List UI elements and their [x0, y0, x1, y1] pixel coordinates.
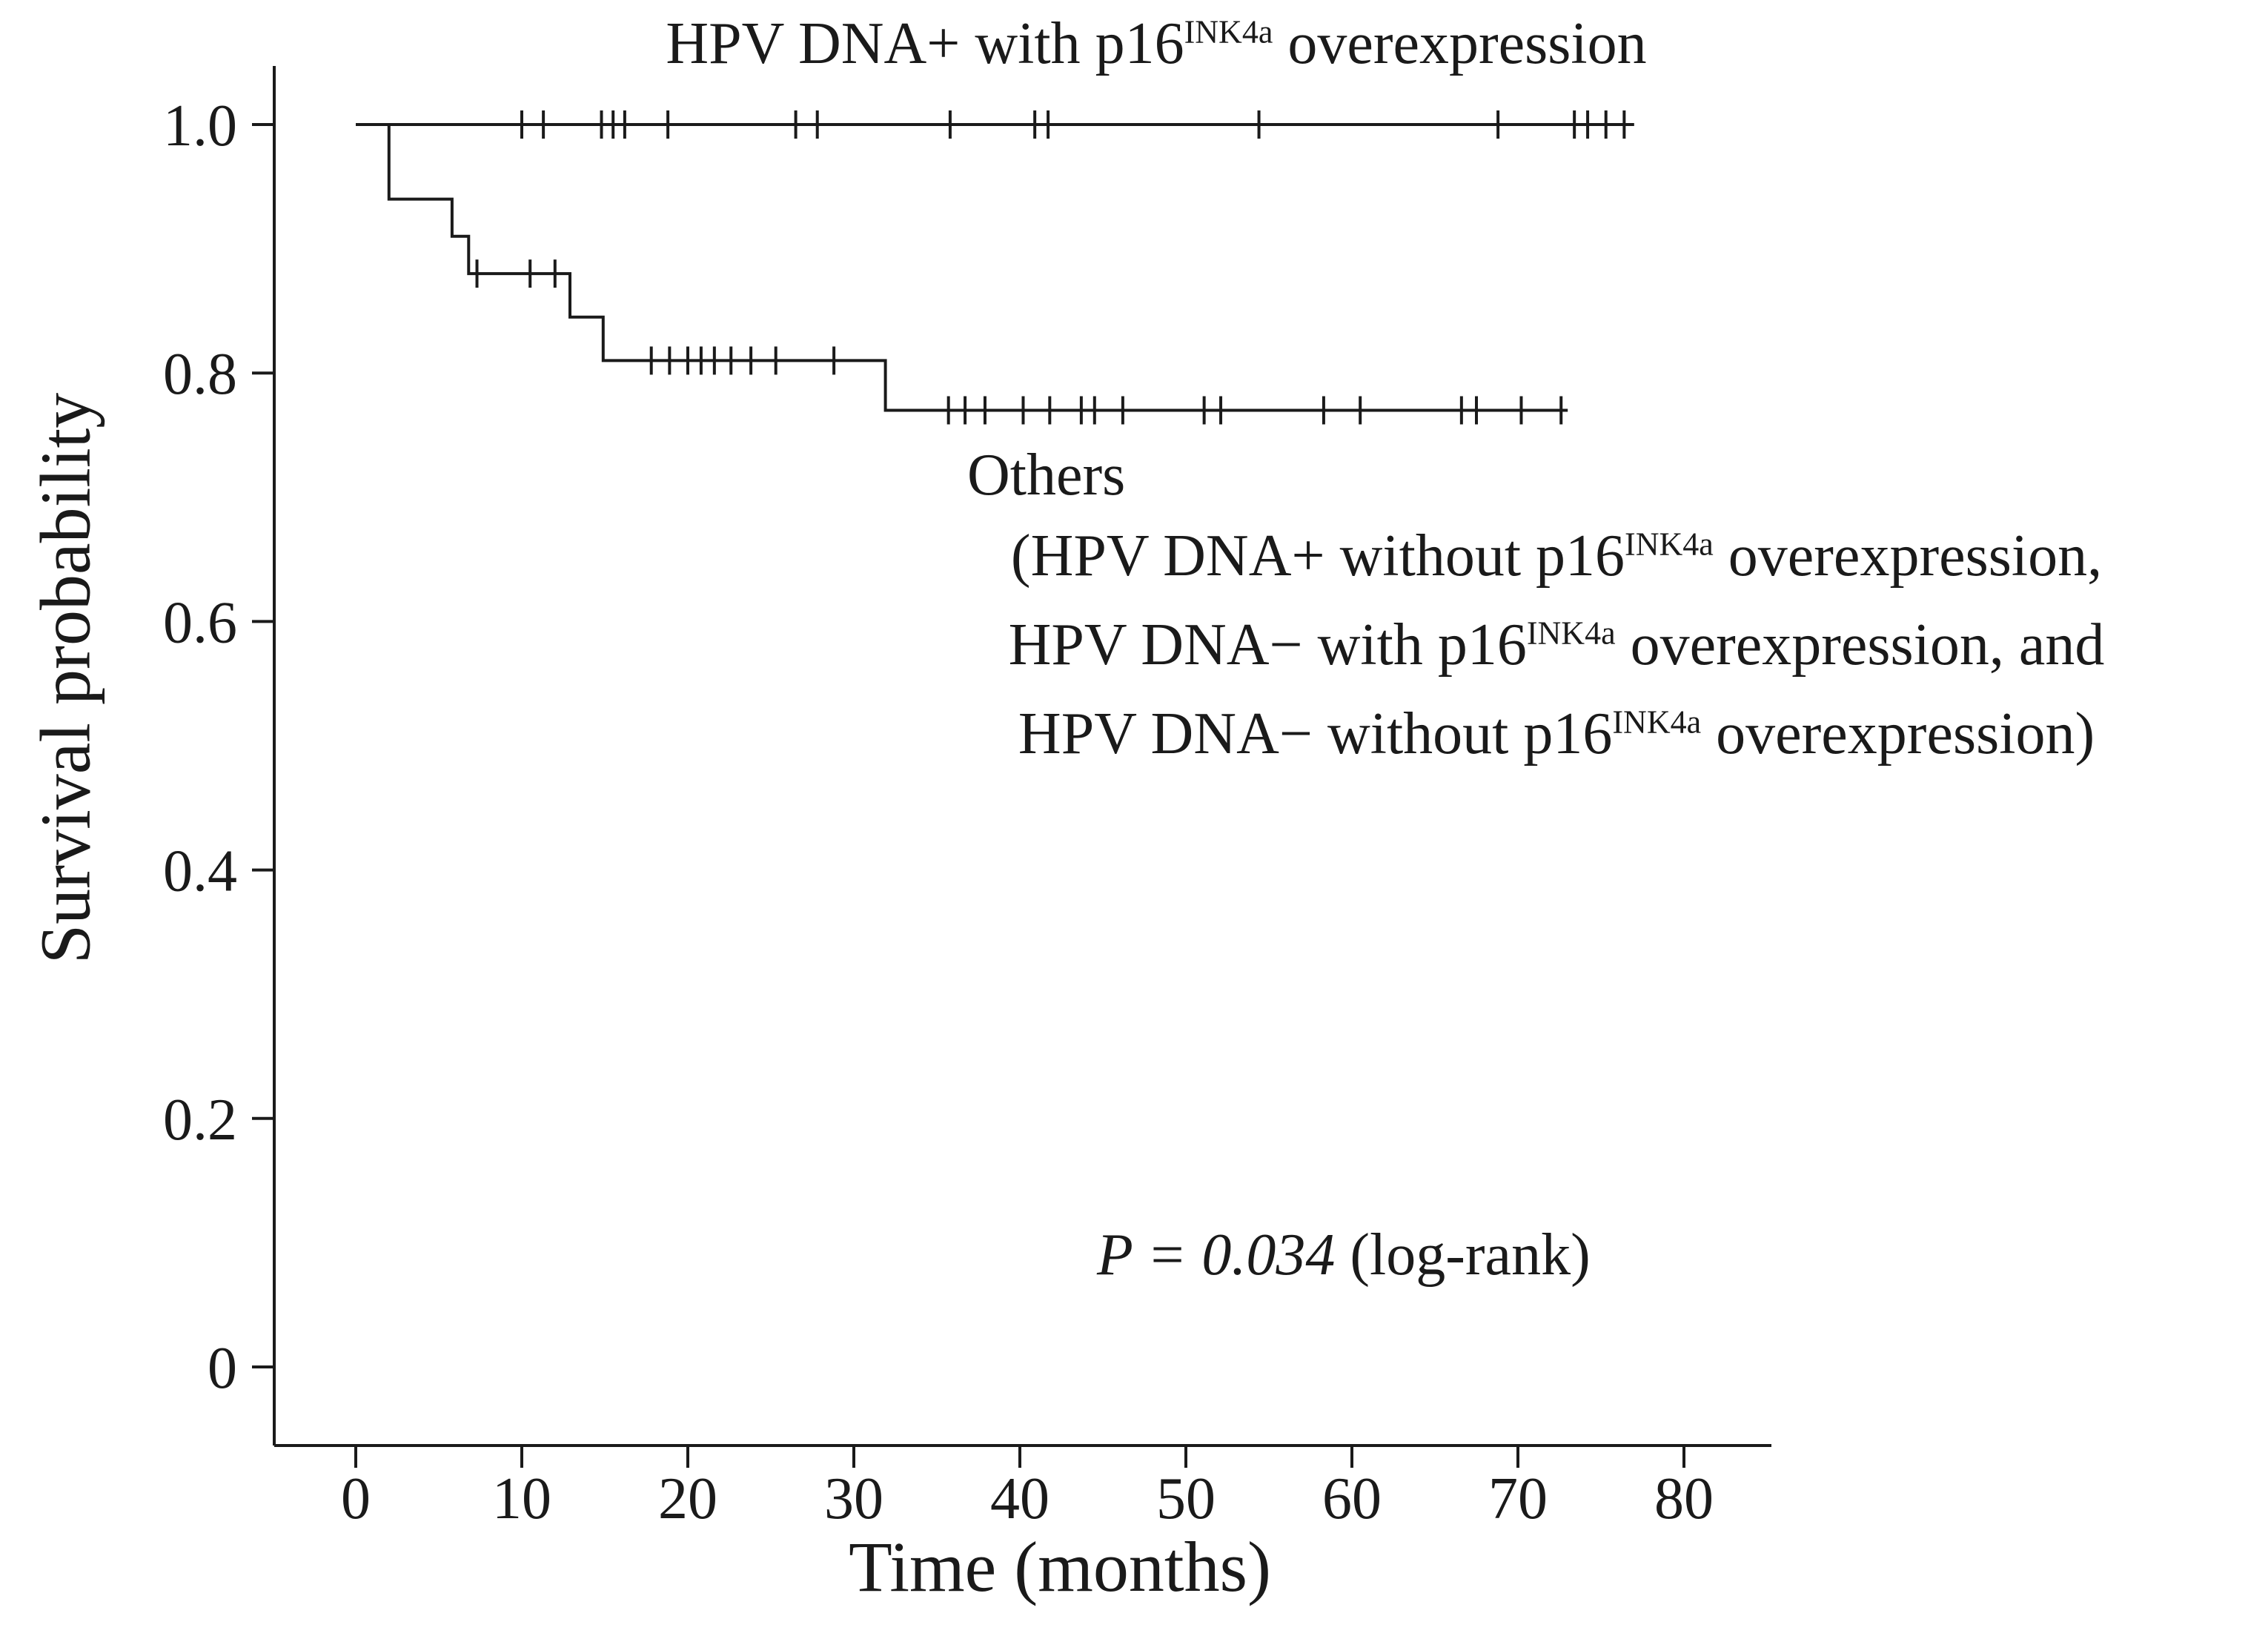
others-detail-line-2: HPV DNA− with p16INK4a overexpression, a… — [889, 600, 2224, 689]
pvalue-test-name: (log-rank) — [1335, 1222, 1591, 1288]
x-axis-title: Time (months) — [849, 1527, 1271, 1606]
x-tick-label: 40 — [990, 1466, 1050, 1532]
series-label-hpv-positive: HPV DNA+ with p16INK4a overexpression — [519, 10, 1794, 78]
others-line3-sup: INK4a — [1612, 703, 1702, 741]
y-tick-label: 0.8 — [163, 342, 237, 407]
x-tick-label: 50 — [1156, 1466, 1216, 1532]
others-line3-text: HPV DNA− without p16 — [1018, 701, 1613, 766]
others-line2-sup: INK4a — [1526, 615, 1616, 652]
km-curve — [356, 123, 1568, 412]
series-label-hpv-positive-tail: overexpression — [1273, 11, 1647, 76]
x-tick-label: 80 — [1654, 1466, 1714, 1532]
others-line2-text: HPV DNA− with p16 — [1008, 612, 1527, 678]
others-line1-text: (HPV DNA+ without p16 — [1010, 523, 1625, 589]
x-tick-label: 0 — [341, 1466, 371, 1532]
x-tick-label: 60 — [1322, 1466, 1382, 1532]
others-line1-sup: INK4a — [1625, 526, 1714, 563]
others-line3-tail: overexpression) — [1701, 701, 2095, 766]
pvalue-statistic: P = 0.034 — [1097, 1222, 1336, 1288]
series-label-others-detail: (HPV DNA+ without p16INK4a overexpressio… — [889, 511, 2224, 778]
y-tick-label: 0.6 — [163, 590, 237, 655]
y-axis-title: Survival probability — [25, 392, 105, 964]
others-line2-tail: overexpression, and — [1615, 612, 2105, 678]
others-line1-tail: overexpression, — [1713, 523, 2103, 589]
y-tick-label: 1.0 — [163, 93, 237, 159]
x-tick-label: 30 — [824, 1466, 883, 1532]
y-tick-label: 0 — [208, 1336, 237, 1401]
series-label-others: Others — [967, 443, 1126, 508]
x-tick-label: 20 — [658, 1466, 717, 1532]
y-tick-label: 0.4 — [163, 839, 237, 904]
others-detail-line-1: (HPV DNA+ without p16INK4a overexpressio… — [889, 511, 2224, 600]
x-tick-label: 70 — [1488, 1466, 1548, 1532]
y-tick-label: 0.2 — [163, 1087, 237, 1153]
others-detail-line-3: HPV DNA− without p16INK4a overexpression… — [889, 689, 2224, 778]
pvalue-annotation: P = 0.034 (log-rank) — [1097, 1222, 1591, 1289]
x-tick-label: 10 — [492, 1466, 551, 1532]
series-label-hpv-positive-text: HPV DNA+ with p16 — [666, 11, 1184, 76]
series-label-hpv-positive-sup: INK4a — [1184, 13, 1273, 50]
